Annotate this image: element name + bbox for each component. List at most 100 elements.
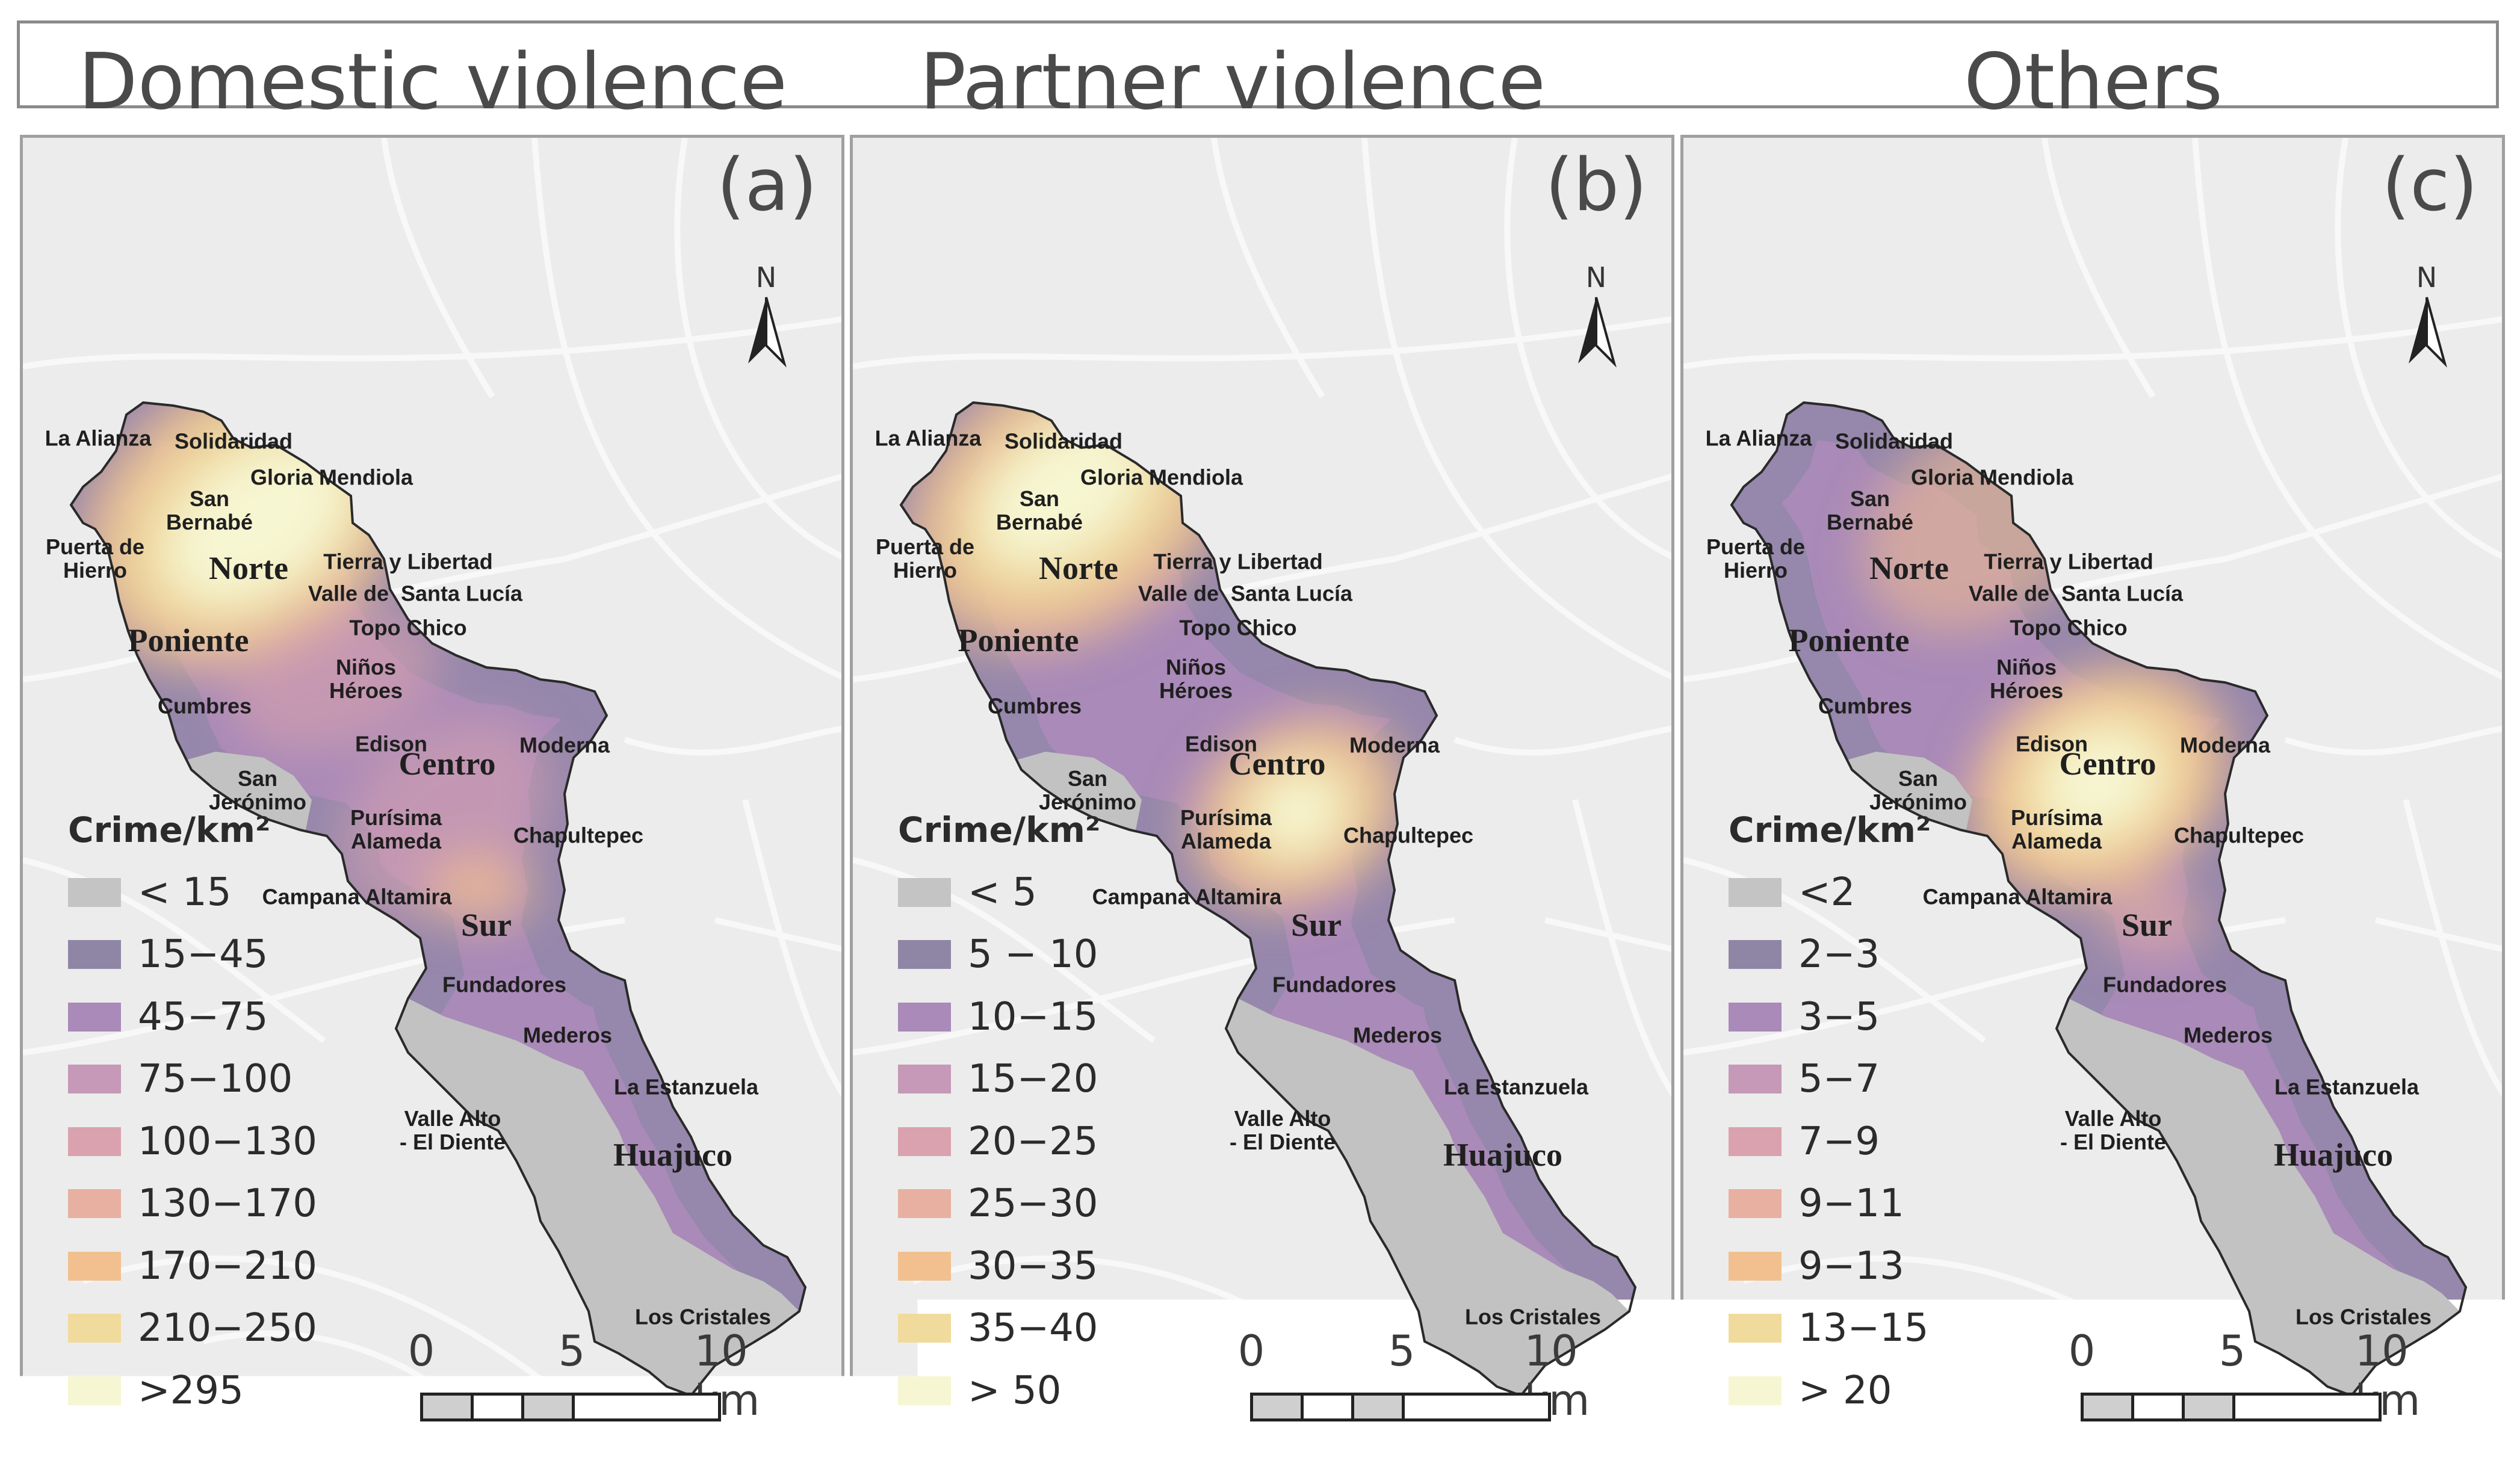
place-label-san-jeronimo: San Jerónimo (1039, 767, 1136, 814)
place-label-moderna: Moderna (2180, 734, 2270, 758)
legend-item: 130−170 (68, 1173, 317, 1236)
place-label-purisima: Purísima Alameda (1180, 806, 1272, 853)
place-label-moderna: Moderna (1349, 734, 1440, 758)
legend-swatch (68, 1065, 121, 1093)
legend-item: 3−5 (1729, 986, 1931, 1048)
place-label-san-jeronimo: San Jerónimo (209, 767, 306, 814)
district-label-centro: Centro (1229, 745, 1326, 782)
north-arrow-icon (739, 261, 793, 382)
scale-segments (1250, 1393, 1551, 1421)
legend-label: > 20 (1798, 1369, 1892, 1413)
legend-swatch (1729, 940, 1782, 969)
legend-label: 2−3 (1798, 932, 1880, 977)
place-label-fundadores: Fundadores (2103, 974, 2227, 997)
legend-item: 20−25 (898, 1110, 1100, 1173)
place-label-la-alianza: La Alianza (875, 427, 982, 451)
place-label-san-bernabe: San Bernabé (166, 487, 253, 534)
legend-item: <2 (1729, 861, 1931, 924)
background-road (2406, 800, 2505, 1101)
legend-label: 170−210 (138, 1244, 317, 1288)
legend-swatch (1729, 1314, 1782, 1343)
legend-label: 7−9 (1798, 1119, 1880, 1164)
place-label-tierra: Tierra y Libertad (1984, 551, 2153, 574)
legend-swatch (68, 1127, 121, 1156)
map-panel-c: (c) N La Alianza Solidaridad Gloria Mendiola… (1680, 135, 2505, 1447)
district-label-centro: Centro (399, 745, 496, 782)
legend-label: 10−15 (968, 995, 1098, 1039)
legend: Crime/km² <2 2−3 3−5 5−7 7−9 9−11 9−13 13−15 > 20 (1729, 809, 1931, 1422)
legend-swatch (68, 1314, 121, 1343)
legend-label: 100−130 (138, 1119, 317, 1164)
legend: Crime/km² < 55 − 10 10−15 15−20 20−25 25−30 30… (898, 809, 1100, 1422)
place-label-campana: Campana Altamira (1923, 886, 2113, 909)
legend-item: 5 − 10 (898, 924, 1100, 986)
background-road (1683, 318, 2505, 367)
scale-bar: 0 5 10 km (2081, 1326, 2418, 1423)
place-label-valle-alto: Valle Alto - El Diente (400, 1107, 506, 1154)
place-label-estanzuela: La Estanzuela (2274, 1076, 2419, 1100)
legend-swatch (1729, 878, 1782, 907)
district-label-poniente: Poniente (128, 622, 249, 659)
place-label-gloria: Gloria Mendiola (250, 466, 413, 490)
legend-swatch (1729, 1376, 1782, 1405)
header-title-partner: Partner violence (920, 40, 1546, 125)
place-label-ninos: Niños Héroes (1990, 656, 2063, 703)
legend-label: 15−20 (968, 1057, 1098, 1101)
legend-item: 2−3 (1729, 924, 1931, 986)
place-label-valle-alto: Valle Alto - El Diente (1230, 1107, 1336, 1154)
legend-item: > 20 (1729, 1359, 1931, 1422)
legend-item: 170−210 (68, 1235, 317, 1298)
legend-item: < 15 (68, 861, 317, 924)
place-label-cristales: Los Cristales (1465, 1306, 1601, 1329)
north-arrow: N (1569, 261, 1623, 382)
place-label-cumbres: Cumbres (1818, 695, 1912, 719)
map-panel-b: (b) N La Alianza Solidaridad Gloria Mendiola… (850, 135, 1674, 1447)
legend-swatch (898, 1314, 951, 1343)
legend-item: 5−7 (1729, 1048, 1931, 1111)
legend-swatch (68, 1376, 121, 1405)
place-label-puerta: Puerta de Hierro (876, 536, 974, 583)
legend-label: >295 (138, 1369, 244, 1413)
legend-swatch (1729, 1127, 1782, 1156)
legend-item: < 5 (898, 861, 1100, 924)
background-road (2285, 728, 2505, 753)
scale-label: 5 (1388, 1326, 1416, 1376)
place-label-san-bernabe: San Bernabé (996, 487, 1083, 534)
district-label-poniente: Poniente (958, 622, 1079, 659)
place-label-valle-sl: Valle de Santa Lucía (308, 583, 522, 606)
legend-swatch (898, 1003, 951, 1032)
district-label-sur: Sur (461, 906, 512, 944)
place-label-ninos: Niños Héroes (1159, 656, 1233, 703)
legend-item: 7−9 (1729, 1110, 1931, 1173)
legend-label: 130−170 (138, 1181, 317, 1226)
scale-label: 0 (1238, 1326, 1265, 1376)
district-label-norte: Norte (1039, 549, 1118, 587)
background-road (745, 800, 844, 1101)
header-title-domestic: Domestic violence (78, 40, 787, 125)
legend-swatch (898, 1252, 951, 1281)
legend-item: 15−45 (68, 924, 317, 986)
legend-item: 35−40 (898, 1298, 1100, 1360)
legend-label: 9−13 (1798, 1244, 1904, 1288)
scale-label: 0 (2069, 1326, 2096, 1376)
legend-swatch (898, 1127, 951, 1156)
background-road (1575, 800, 1674, 1101)
legend-swatch (898, 1065, 951, 1093)
legend-swatch (68, 940, 121, 969)
legend-swatch (1729, 1065, 1782, 1093)
legend-item: 30−35 (898, 1235, 1100, 1298)
legend-label: 75−100 (138, 1057, 293, 1101)
district-label-poniente: Poniente (1789, 622, 1910, 659)
panel-letter: (c) (2382, 144, 2478, 227)
legend-label: < 15 (138, 870, 231, 915)
legend-label: 35−40 (968, 1306, 1098, 1350)
panel-letter: (a) (717, 144, 817, 227)
place-label-valle-alto: Valle Alto - El Diente (2060, 1107, 2166, 1154)
legend-label: 9−11 (1798, 1181, 1904, 1226)
place-label-gloria: Gloria Mendiola (1911, 466, 2073, 490)
north-arrow: N (2400, 261, 2454, 382)
legend-title: Crime/km² (68, 809, 317, 850)
place-label-topo: Topo Chico (349, 617, 466, 640)
district-label-huajuco: Huajuco (2274, 1136, 2393, 1174)
place-label-fundadores: Fundadores (442, 974, 566, 997)
